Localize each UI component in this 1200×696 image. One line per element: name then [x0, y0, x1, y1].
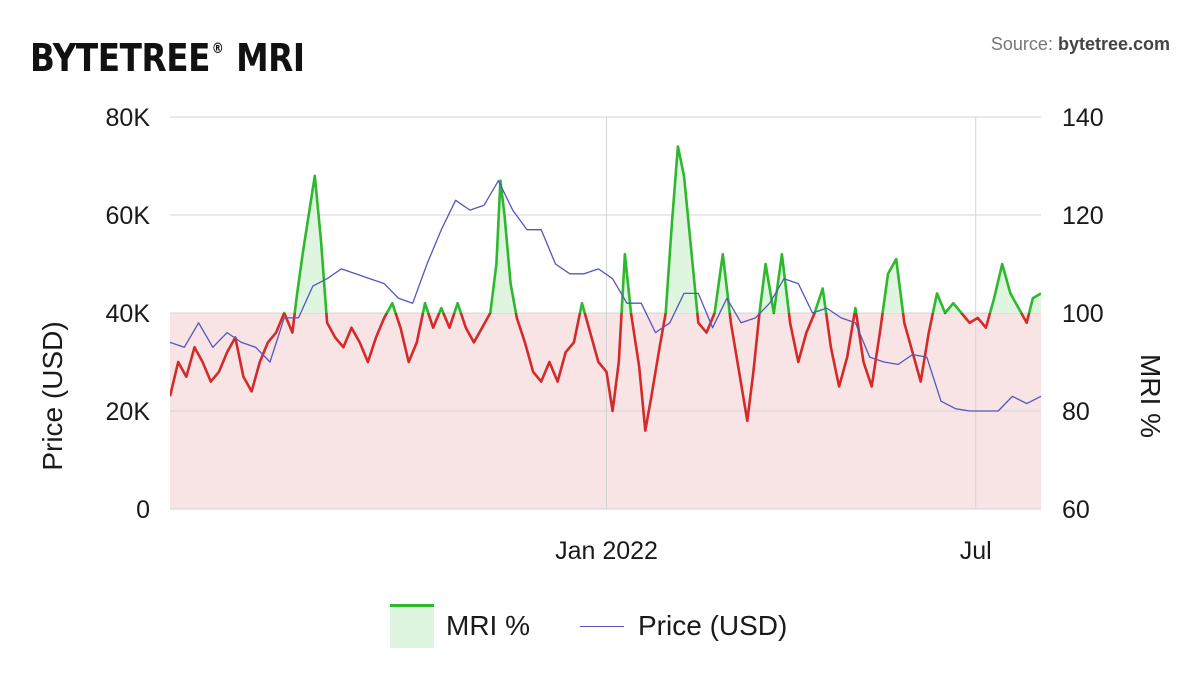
price-swatch: [580, 625, 624, 627]
axis-ticks: 0 20K 40K 60K 80K 60 80 100 120 140 Jan 2022 Jul: [106, 104, 1104, 565]
source-credit: Source: bytetree.com: [991, 34, 1170, 55]
mri-chart: 0 20K 40K 60K 80K 60 80 100 120 140 Jan 2022 Jul Pr…: [37, 104, 1166, 565]
source-label: Source:: [990, 34, 1058, 54]
price-line: [169, 180, 1042, 412]
brand-title: BYTETREE ® MRI: [30, 36, 305, 80]
source-site: bytetree.com: [1057, 34, 1170, 54]
series-lines: [169, 145, 1042, 432]
right-tick-label: 100: [1062, 300, 1104, 328]
x-tick-label: Jul: [960, 537, 992, 565]
mri-line-above: [282, 145, 1041, 313]
brand-suffix: MRI: [236, 36, 305, 80]
right-tick-label: 60: [1062, 496, 1090, 524]
x-tick-label: Jan 2022: [555, 537, 658, 565]
left-tick-label: 40K: [106, 300, 151, 328]
right-tick-label: 120: [1062, 202, 1104, 230]
right-tick-label: 80: [1062, 398, 1090, 426]
left-tick-label: 0: [136, 496, 150, 524]
legend-mri-label: MRI %: [446, 610, 530, 641]
mri-swatch: [390, 604, 434, 648]
right-tick-label: 140: [1062, 104, 1104, 132]
legend: MRI % Price (USD): [390, 604, 787, 648]
left-axis-title: Price (USD): [37, 321, 68, 470]
left-tick-label: 60K: [106, 202, 151, 230]
left-tick-label: 20K: [106, 398, 151, 426]
legend-price-label: Price (USD): [638, 610, 788, 641]
brand-name: BYTETREE: [30, 36, 211, 80]
left-tick-label: 80K: [106, 104, 151, 132]
mri-line-below: [170, 313, 1031, 432]
right-axis-title: MRI %: [1135, 354, 1166, 438]
legend-item-price[interactable]: Price (USD): [530, 610, 787, 642]
registered-mark: ®: [211, 41, 224, 57]
legend-item-mri[interactable]: MRI %: [390, 604, 530, 648]
